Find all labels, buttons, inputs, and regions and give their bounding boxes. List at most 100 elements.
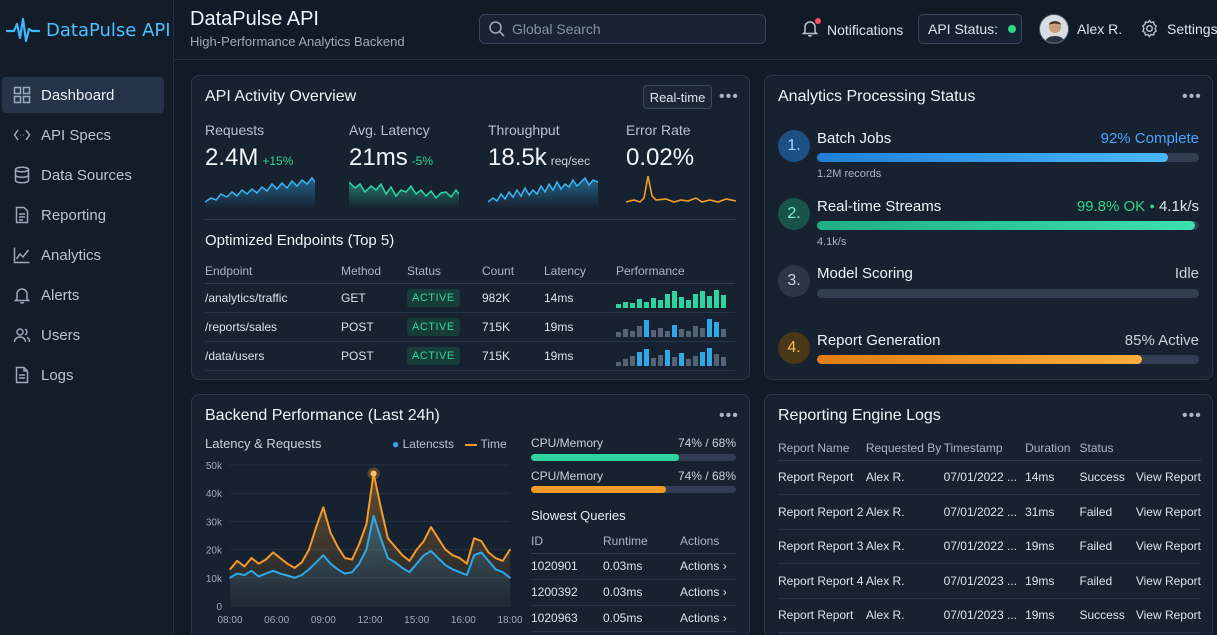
latency-sparkline [349,181,459,208]
table-row[interactable]: Report Report Alex R. 07/01/2022 ... 14ms Su… [778,460,1201,495]
duration: 19ms [1025,598,1080,633]
column-header[interactable]: Runtime [603,529,680,554]
metric-value: 2.4M +15% [205,144,294,171]
line-chart-icon [13,247,30,264]
database-icon [14,166,30,184]
resource-value: 74% / 68% [677,436,736,450]
latency-value: 19ms [544,341,616,371]
metric-label: Avg. Latency [349,122,430,138]
column-header[interactable]: Method [341,259,407,284]
process-realtime-streams[interactable]: 2. Real-time Streams 99.8% OK ● 4.1k/s 4… [778,198,1199,248]
data-point [458,571,461,573]
settings-button[interactable]: Settings [1140,19,1217,38]
data-point [229,577,231,579]
notifications-button[interactable]: Notifications [801,18,903,40]
search-input[interactable] [512,21,752,37]
column-header[interactable]: Timestamp [943,437,1026,461]
data-point [336,568,339,571]
view-report-link[interactable]: View Report [1135,460,1201,495]
data-point [243,574,246,576]
process-value: 99.8% OK ● 4.1k/s [1076,198,1199,215]
data-point [308,568,310,571]
data-point [315,561,317,564]
sidebar-item-users[interactable]: Users [2,317,164,353]
column-header[interactable]: Duration [1025,437,1080,461]
sidebar-item-dashboard[interactable]: Dashboard [2,77,164,113]
duration: 19ms [1025,563,1080,599]
more-options-icon[interactable]: ••• [719,88,739,105]
column-header[interactable]: Report Name [778,437,866,461]
resource-label: CPU/Memory [531,469,604,483]
table-row[interactable]: Report Report Alex R. 07/01/2023 ... 19ms Su… [778,598,1201,633]
timestamp: 07/01/2022 ... [943,529,1026,564]
y-tick-label: 20k [206,546,223,557]
data-point [279,557,282,559]
more-options-icon[interactable]: ••• [719,407,739,424]
card-title: Analytics Processing Status [778,88,976,105]
status-text: Failed [1079,563,1136,599]
process-model-scoring[interactable]: 3. Model Scoring Idle [778,265,1199,305]
sidebar-item-api-specs[interactable]: API Specs [2,117,164,153]
progress-bar [817,153,1199,162]
chevron-right-icon: › [722,559,727,573]
view-report-link[interactable]: View Report [1135,563,1201,599]
table-row[interactable]: /data/users POST ACTIVE 715K 19ms [205,341,735,371]
legend-latency[interactable]: ● Latencsts [392,437,454,451]
view-report-link[interactable]: View Report [1135,598,1201,633]
app-logo[interactable]: DataPulse API [6,14,171,46]
data-point [257,575,260,578]
table-row[interactable]: Report Report 2 Alex R. 07/01/2022 ... 31ms… [778,494,1201,530]
data-point [300,574,303,576]
chevron-right-icon: › [722,611,727,625]
table-row[interactable]: /reports/sales POST ACTIVE 715K 19ms [205,312,735,342]
column-header[interactable]: Endpoint [205,259,341,284]
sidebar-item-alerts[interactable]: Alerts [2,277,164,313]
column-header[interactable]: Status [1079,437,1136,461]
view-report-link[interactable]: View Report [1135,494,1201,530]
table-row[interactable]: Report Report 4 Alex R. 07/01/2023 ... 19ms… [778,563,1201,599]
sidebar-item-data-sources[interactable]: Data Sources [2,157,164,193]
process-report-generation[interactable]: 4. Report Generation 85% Active [778,332,1199,372]
table-row[interactable]: /analytics/traffic GET ACTIVE 982K 14ms [205,283,735,313]
timestamp: 07/01/2022 ... [943,494,1026,530]
sidebar-item-analytics[interactable]: Analytics [2,237,164,273]
column-header[interactable]: Requested By [865,437,944,461]
global-search[interactable] [479,14,766,44]
process-batch-jobs[interactable]: 1. Batch Jobs 92% Complete 1.2M records [778,130,1199,180]
x-tick-label: 15:00 [404,615,429,626]
table-row[interactable]: 1020963 0.05ms Actions › [531,605,736,632]
sidebar-item-label: Users [41,326,81,344]
api-status-indicator[interactable]: API Status: [918,14,1022,44]
more-options-icon[interactable]: ••• [1182,407,1202,424]
actions-link[interactable]: Actions › [680,605,736,632]
column-header[interactable]: ID [531,529,603,554]
resource-label: CPU/Memory [531,436,604,450]
sidebar-item-logs[interactable]: Logs [2,357,164,393]
column-header[interactable]: Status [407,259,482,284]
sidebar-item-reporting[interactable]: Reporting [2,197,164,233]
realtime-button[interactable]: Real-time [643,85,712,109]
actions-link[interactable]: Actions › [680,553,736,580]
page-title: DataPulse API [190,8,319,30]
data-point [451,568,454,571]
gear-icon [1141,19,1158,38]
more-options-icon[interactable]: ••• [1182,88,1202,105]
table-row[interactable]: 1020901 0.03ms Actions › [531,553,736,580]
x-tick-label: 18:00 [497,615,522,626]
legend-time[interactable]: Time [465,437,507,451]
data-point [351,558,353,561]
data-point [401,554,404,557]
table-row[interactable]: 1200392 0.03ms Actions › [531,579,736,606]
column-header[interactable]: Latency [544,259,616,284]
data-point [401,567,404,569]
data-point [430,550,432,552]
view-report-link[interactable]: View Report [1135,529,1201,564]
peak-marker[interactable] [370,470,377,477]
data-point [293,567,296,569]
column-header[interactable]: Count [482,259,544,284]
user-menu[interactable]: Alex R. [1039,14,1122,44]
column-header[interactable]: Performance [616,259,735,284]
table-row[interactable]: Report Report 3 Alex R. 07/01/2022 ... 19ms… [778,529,1201,564]
actions-link[interactable]: Actions › [680,579,736,606]
column-header[interactable]: Actions [680,529,736,554]
